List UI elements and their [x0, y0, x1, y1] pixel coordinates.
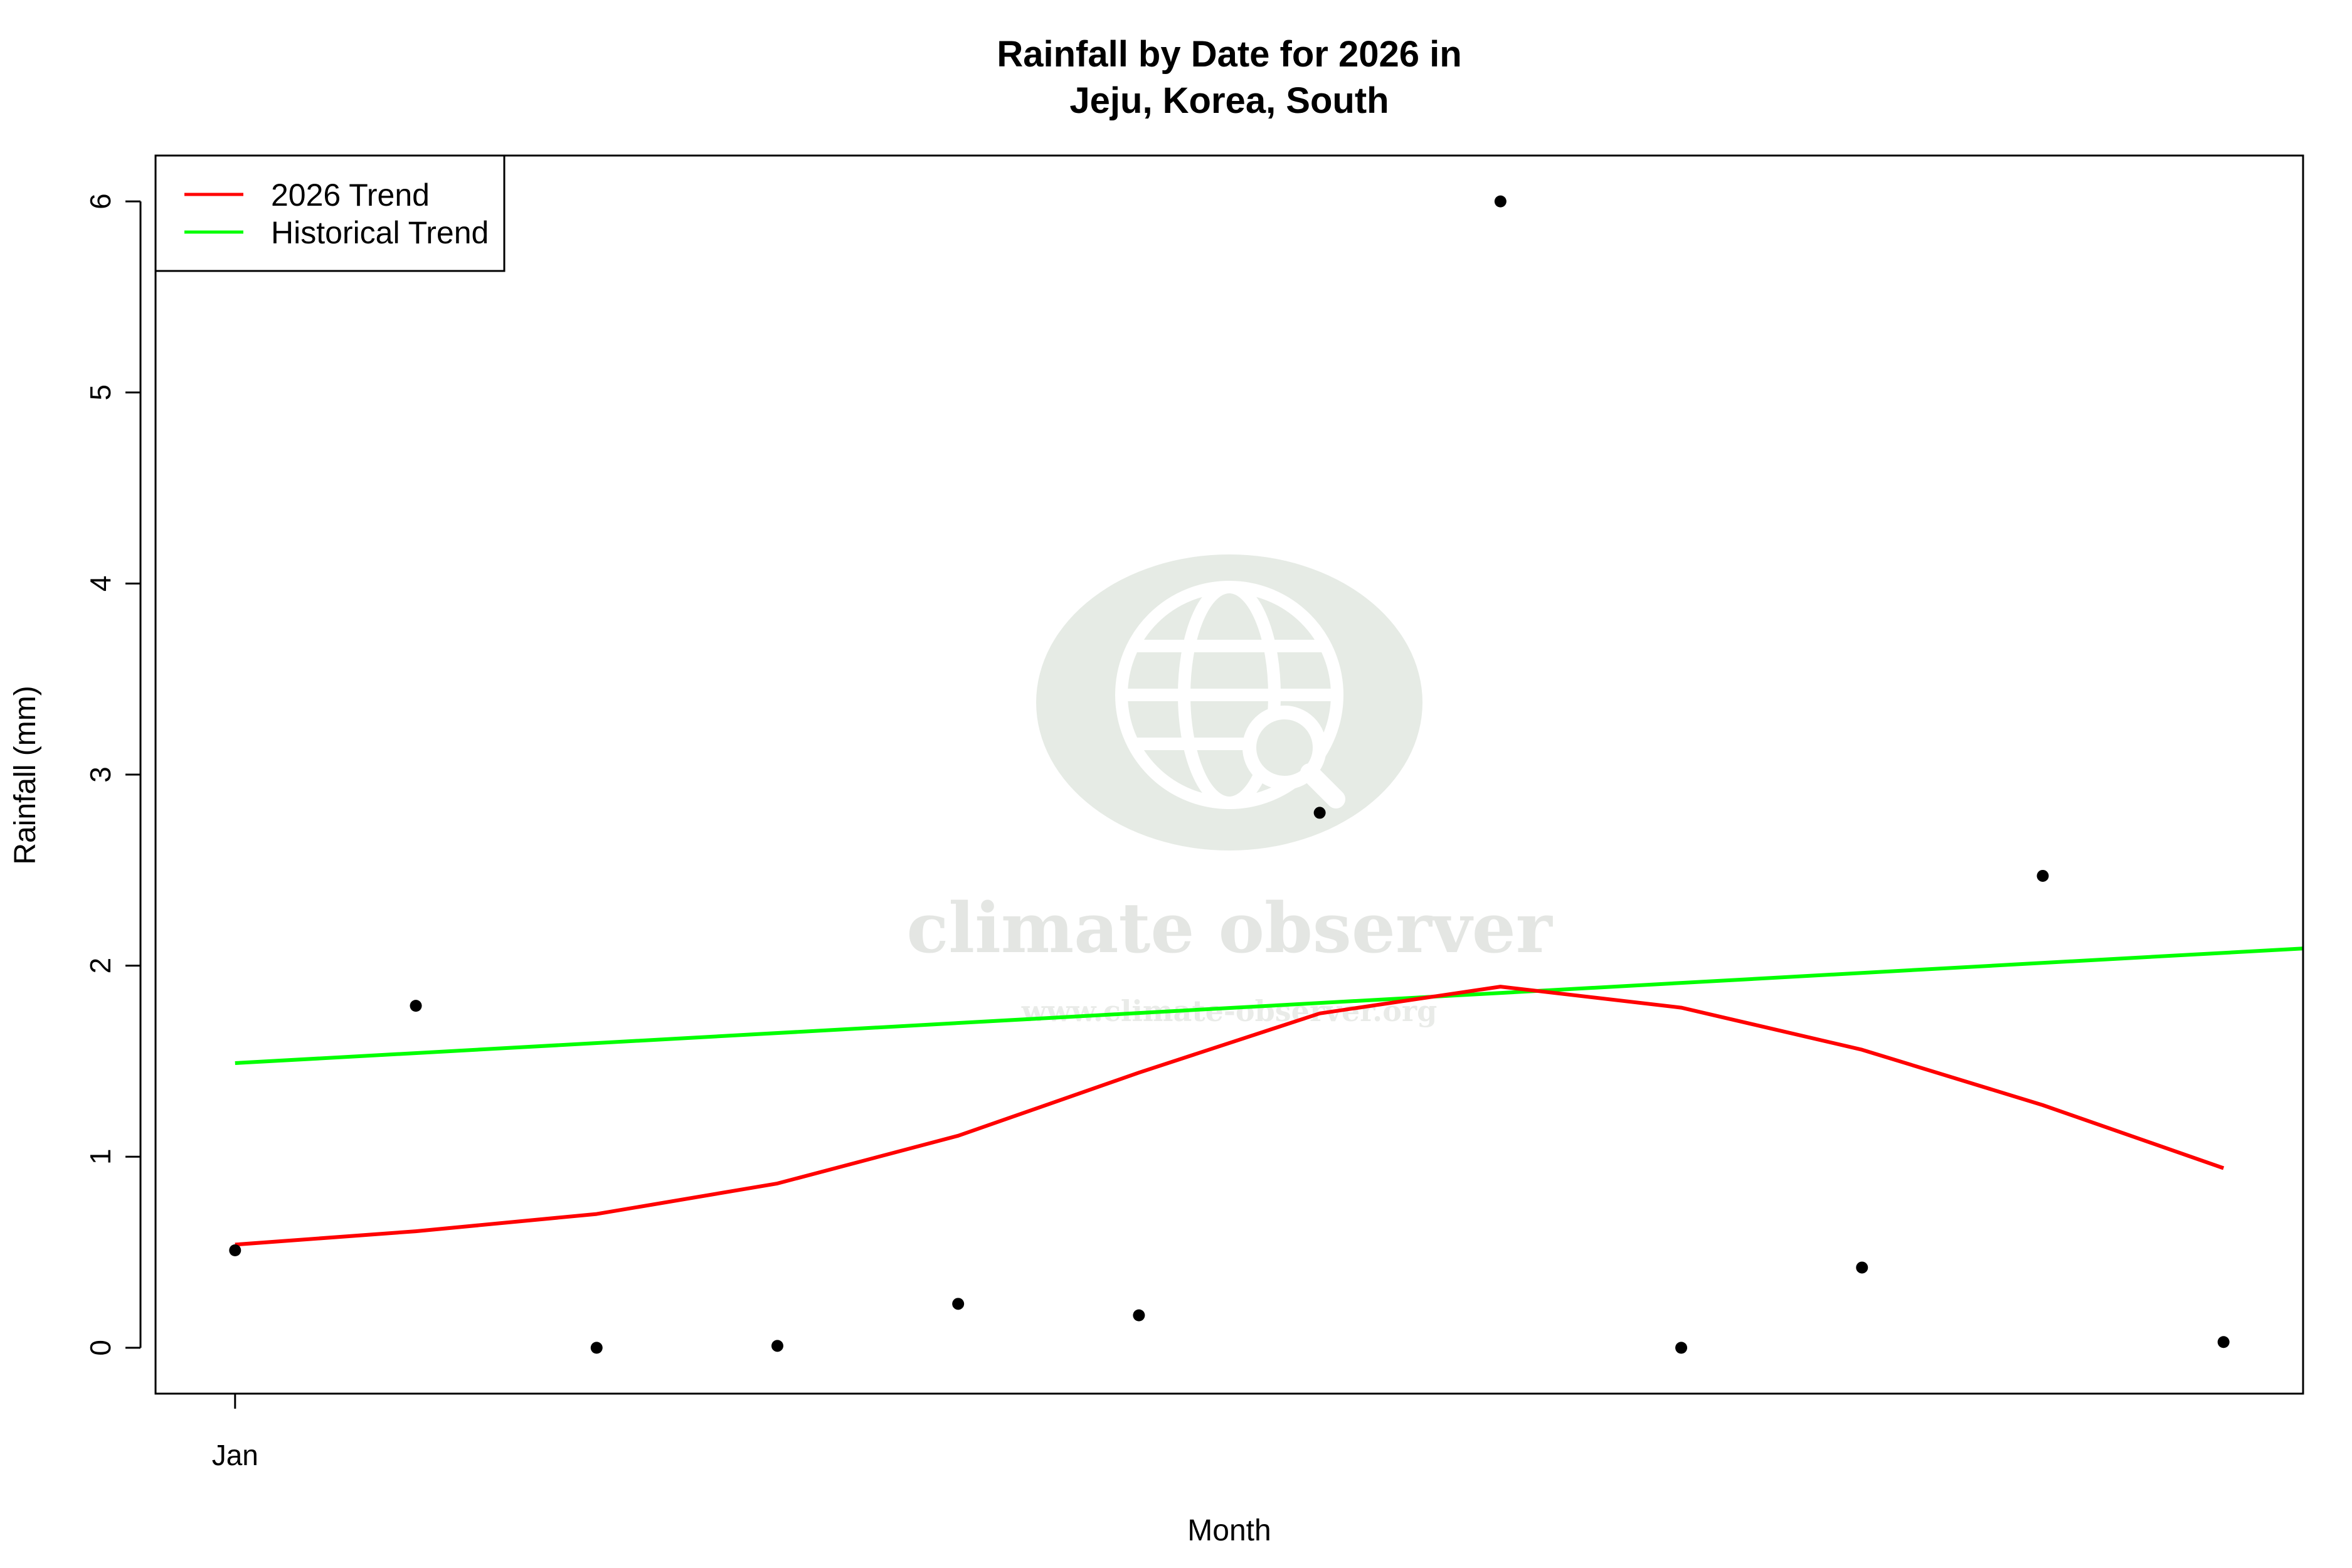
watermark-name: climate observer — [906, 887, 1553, 968]
series-layer — [235, 946, 2304, 1247]
y-axis-label: Rainfall (mm) — [9, 686, 42, 864]
watermark: climate observer www.climate-observer.or… — [906, 554, 1554, 1028]
x-tick-label: Jan — [212, 1439, 258, 1471]
series-line-historical-trend — [235, 946, 2304, 1065]
chart-title-line-2: Jeju, Korea, South — [1069, 80, 1389, 121]
data-point — [410, 1000, 422, 1012]
data-point — [952, 1298, 965, 1310]
data-point — [229, 1244, 241, 1257]
x-axis-label: Month — [1187, 1514, 1271, 1547]
data-point — [771, 1340, 783, 1352]
y-tick-label: 2 — [84, 958, 117, 974]
y-tick-label: 5 — [84, 384, 117, 401]
data-point — [2037, 869, 2049, 882]
globe-search-icon — [1115, 581, 1345, 809]
data-point — [2217, 1336, 2230, 1348]
x-axis: Jan — [212, 1394, 258, 1471]
y-axis: 0 1 2 3 4 5 6 — [84, 193, 142, 1356]
points-layer — [229, 195, 2230, 1354]
legend: 2026 Trend Historical Trend — [154, 154, 506, 272]
data-point — [1494, 195, 1507, 208]
y-tick-label: 4 — [84, 576, 117, 592]
data-point — [1313, 807, 1326, 819]
y-tick-label: 3 — [84, 766, 117, 783]
data-point — [1856, 1261, 1868, 1274]
legend-box — [154, 154, 506, 272]
series-line-2026-trend — [235, 985, 2225, 1247]
legend-label-historical-trend: Historical Trend — [271, 215, 489, 250]
y-tick-label: 1 — [84, 1148, 117, 1165]
plot-frame — [154, 154, 2304, 1395]
chart-title-line-1: Rainfall by Date for 2026 in — [997, 34, 1461, 75]
legend-label-2026-trend: 2026 Trend — [271, 177, 430, 213]
y-tick-label: 6 — [84, 193, 117, 209]
y-tick-label: 0 — [84, 1340, 117, 1356]
data-point — [1675, 1342, 1688, 1354]
data-point — [590, 1342, 603, 1354]
data-point — [1133, 1309, 1145, 1322]
